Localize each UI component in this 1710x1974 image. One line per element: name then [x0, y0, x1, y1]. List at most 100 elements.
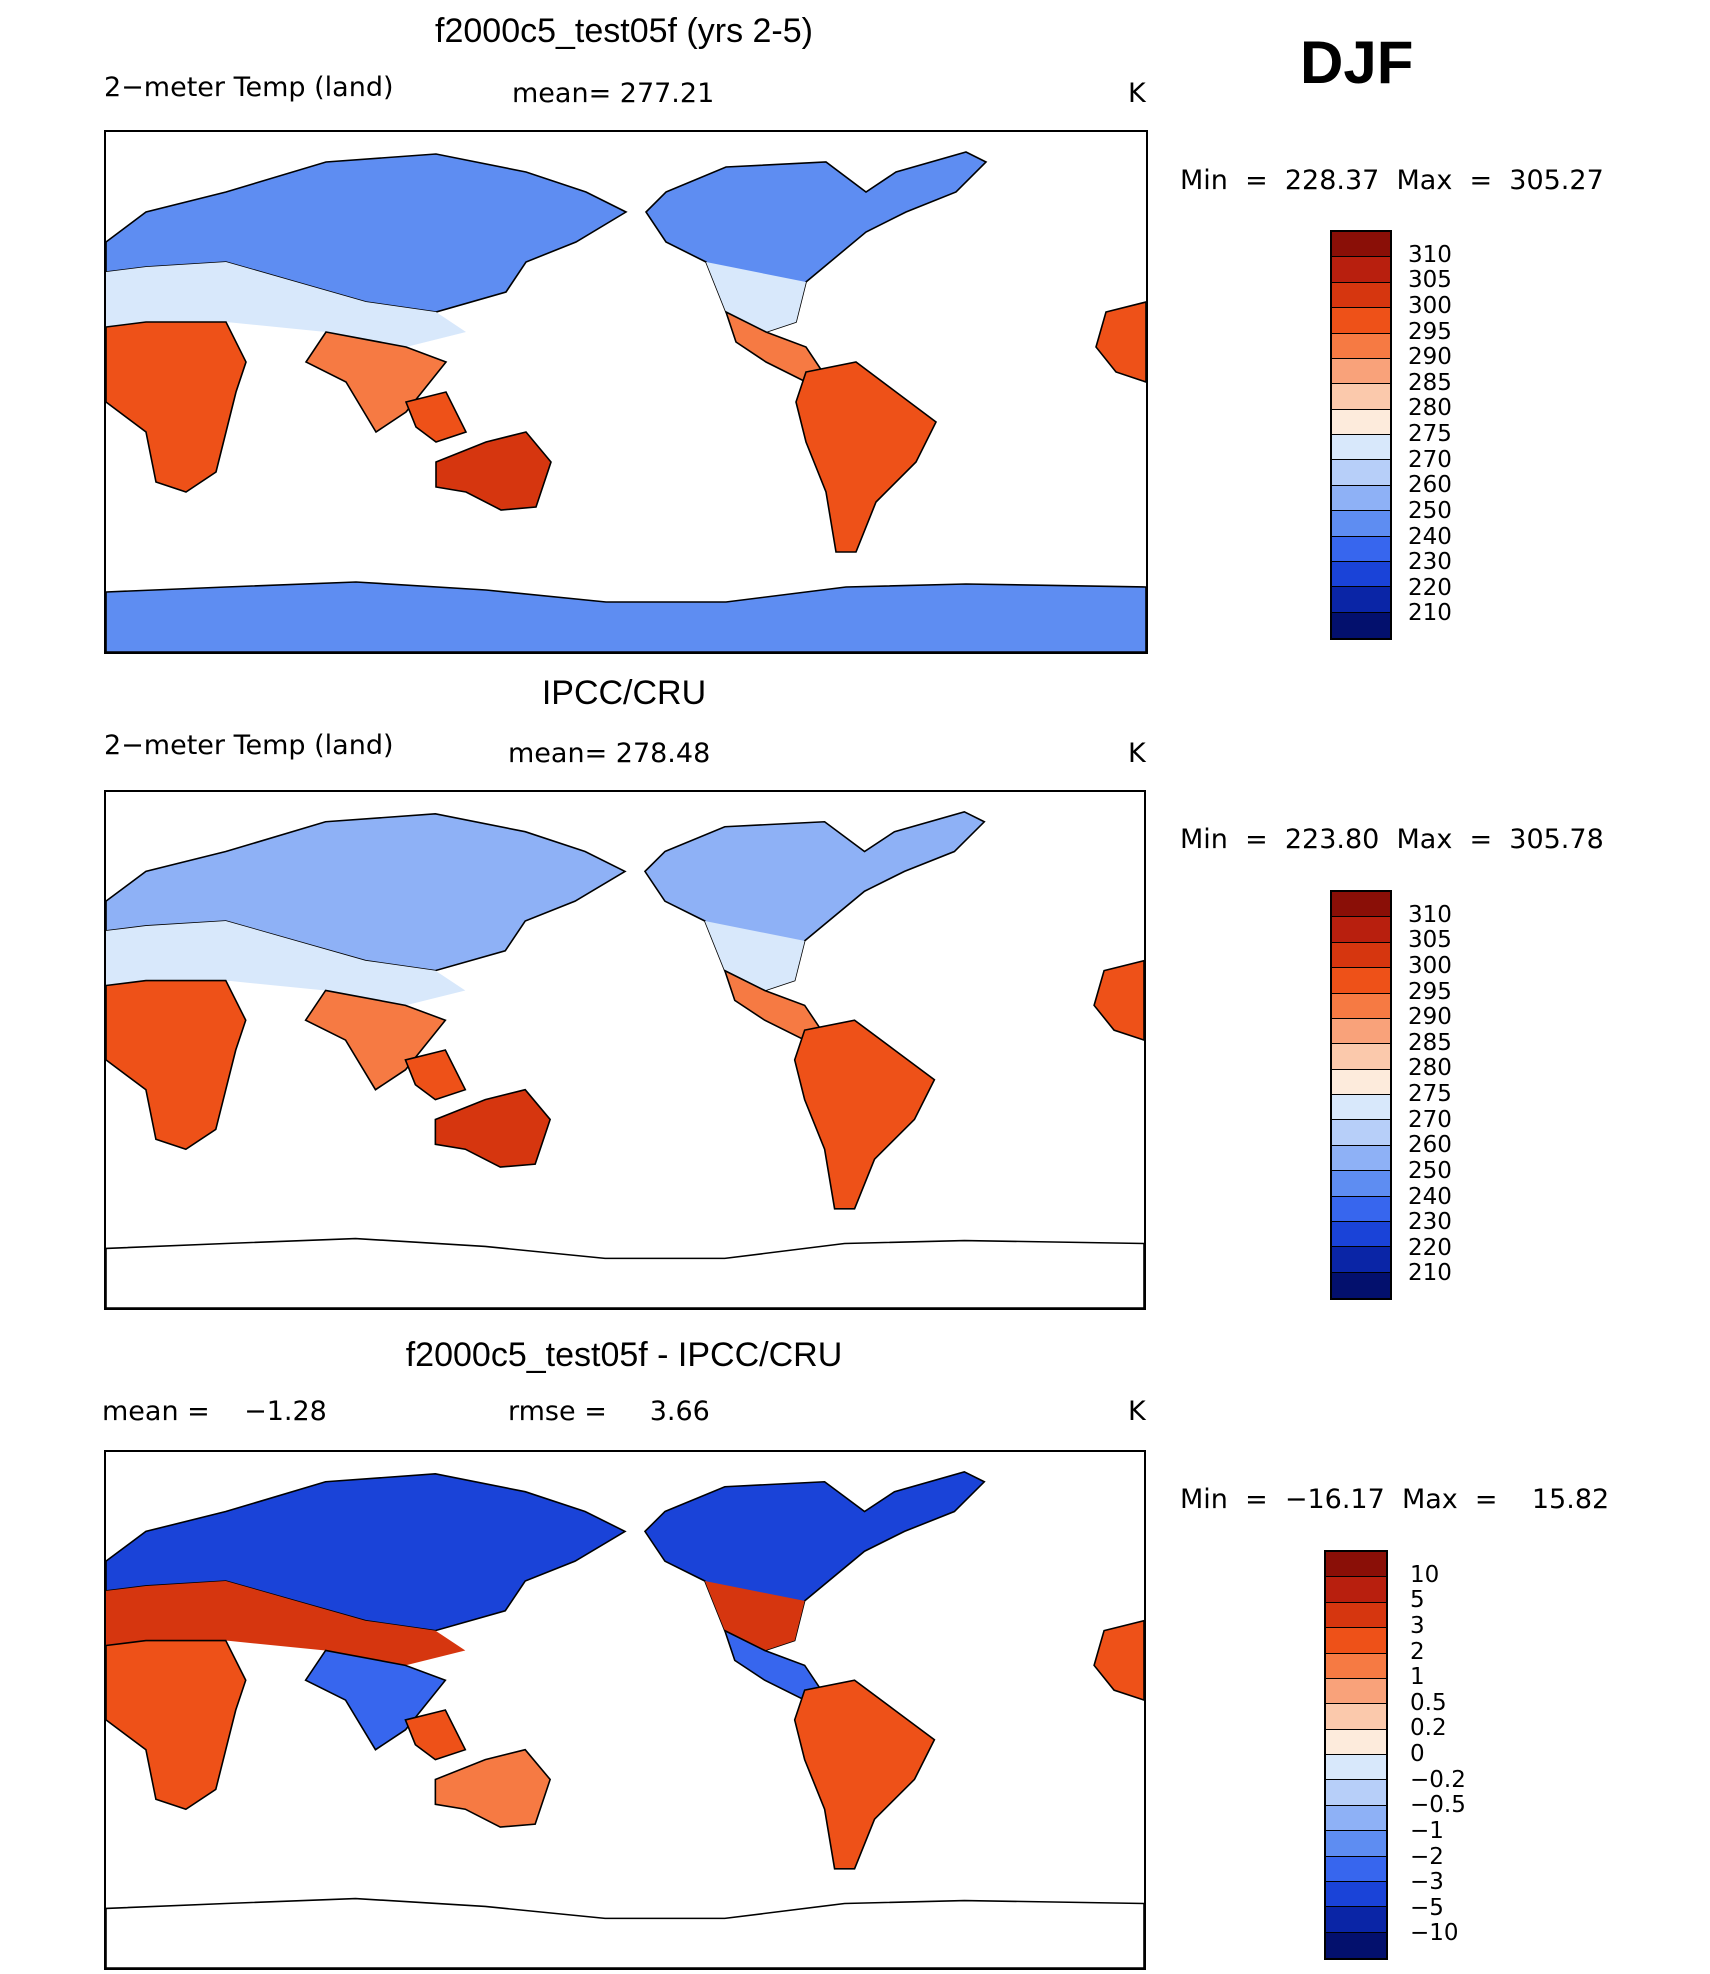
colorbar-swatch: [1332, 460, 1390, 486]
colorbar-swatch: [1332, 435, 1390, 461]
colorbar-tick-label: −5: [1410, 1894, 1444, 1921]
colorbar-tick-label: 310: [1408, 901, 1452, 928]
panel3-units-label: K: [1128, 1396, 1146, 1427]
colorbar-tick-label: 310: [1408, 241, 1452, 268]
panel2-minmax: Min = 223.80 Max = 305.78: [1180, 824, 1604, 855]
panel2-variable-label: 2−meter Temp (land): [104, 730, 394, 761]
colorbar-swatch: [1332, 917, 1390, 943]
colorbar-swatch: [1332, 358, 1390, 385]
colorbar-swatch: [1332, 333, 1390, 359]
panel2-title: IPCC/CRU: [541, 674, 707, 712]
panel1-variable-label: 2−meter Temp (land): [104, 72, 394, 103]
colorbar-swatch: [1326, 1932, 1386, 1958]
colorbar-swatch: [1332, 942, 1390, 969]
panel1-mean-label: mean= 277.21: [512, 78, 715, 109]
colorbar-tick-label: 300: [1408, 952, 1452, 979]
panel2-units-label: K: [1128, 738, 1146, 769]
colorbar-swatch: [1332, 1044, 1390, 1070]
colorbar-tick-label: 230: [1408, 1209, 1452, 1236]
colorbar-swatch: [1326, 1831, 1386, 1857]
colorbar-tick-label: 290: [1408, 1004, 1452, 1031]
colorbar-tick-label: 250: [1408, 1157, 1452, 1184]
colorbar-tick-label: 220: [1408, 574, 1452, 601]
colorbar-swatch: [1326, 1755, 1386, 1781]
eurasia-north: [106, 153, 628, 313]
colorbar-swatch: [1332, 1095, 1390, 1121]
eurasia-north: [106, 813, 627, 972]
colorbar-swatch: [1332, 511, 1390, 537]
colorbar-swatch: [1332, 1171, 1390, 1197]
colorbar-tick-label: 295: [1408, 978, 1452, 1005]
south-america: [793, 1679, 936, 1870]
colorbar-tick-label: 305: [1408, 927, 1452, 954]
colorbar-tick-label: 275: [1408, 421, 1452, 447]
colorbar-tick-label: −2: [1410, 1843, 1444, 1870]
colorbar-swatch: [1326, 1729, 1386, 1755]
australia: [435, 431, 552, 511]
colorbar-swatch: [1332, 1069, 1390, 1095]
colorbar-tick-label: 285: [1408, 369, 1452, 396]
colorbar-tick-label: 290: [1408, 344, 1452, 371]
colorbar-swatch: [1332, 232, 1390, 258]
north-america: [643, 810, 986, 992]
colorbar-swatch: [1326, 1881, 1386, 1908]
colorbar-tick-label: 230: [1408, 549, 1452, 576]
colorbar-tick-label: 270: [1408, 446, 1452, 473]
colorbar-swatch: [1332, 257, 1390, 283]
panel3-map: [104, 1450, 1146, 1970]
colorbar-tick-label: 220: [1408, 1234, 1452, 1261]
colorbar-tick-label: 270: [1408, 1106, 1452, 1133]
eurasia-mid: [106, 1581, 466, 1666]
panel1-minmax: Min = 228.37 Max = 305.27: [1180, 165, 1604, 196]
panel1-title: f2000c5_test05f (yrs 2-5): [435, 12, 813, 50]
colorbar-tick-label: 240: [1408, 523, 1452, 550]
eurasia-north: [106, 1473, 627, 1632]
colorbar-swatch: [1332, 993, 1390, 1019]
colorbar-tick-label: −3: [1410, 1869, 1444, 1896]
colorbar-swatch: [1332, 1196, 1390, 1222]
colorbar-tick-label: 275: [1408, 1081, 1452, 1107]
colorbar-tick-label: 3: [1410, 1612, 1425, 1639]
colorbar-tick-label: 210: [1408, 600, 1452, 627]
se-asia: [404, 391, 468, 443]
colorbar-swatch: [1332, 968, 1390, 994]
north-america: [643, 1470, 986, 1652]
colorbar-swatch: [1326, 1856, 1386, 1882]
se-asia: [404, 1709, 467, 1761]
north-america: [644, 151, 988, 333]
colorbar-swatch: [1332, 1120, 1390, 1146]
colorbar-swatch: [1326, 1628, 1386, 1654]
colorbar-tick-label: 0.5: [1410, 1689, 1447, 1716]
south-america: [795, 361, 938, 553]
colorbar-swatch: [1332, 384, 1390, 410]
panel2-map: [104, 790, 1146, 1310]
eurasia-mid: [106, 921, 466, 1006]
colorbar-swatch: [1326, 1907, 1386, 1933]
colorbar-tick-label: 260: [1408, 472, 1452, 499]
colorbar-tick-label: 260: [1408, 1132, 1452, 1159]
colorbar-swatch: [1326, 1678, 1386, 1705]
colorbar-swatch: [1326, 1704, 1386, 1730]
colorbar-swatch: [1332, 409, 1390, 435]
colorbar-swatch: [1332, 282, 1390, 309]
season-label: DJF: [1300, 29, 1414, 96]
antarctica: [106, 1897, 1144, 1968]
colorbar-tick-label: 280: [1408, 395, 1452, 422]
south-asia: [304, 989, 447, 1091]
colorbar-swatch: [1332, 1221, 1390, 1248]
se-asia: [404, 1049, 467, 1101]
panel3-rmse-label: rmse = 3.66: [508, 1396, 710, 1427]
panel2-colorbar: [1330, 890, 1392, 1300]
west-africa-edge: [1093, 1619, 1144, 1701]
colorbar-swatch: [1332, 561, 1390, 588]
colorbar-tick-label: 1: [1410, 1664, 1425, 1691]
colorbar-tick-label: 280: [1408, 1055, 1452, 1082]
colorbar-swatch: [1332, 1272, 1390, 1298]
colorbar-tick-label: 300: [1408, 292, 1452, 319]
colorbar-tick-label: 2: [1410, 1638, 1425, 1665]
colorbar-swatch: [1332, 308, 1390, 334]
colorbar-swatch: [1326, 1577, 1386, 1603]
africa: [106, 979, 247, 1151]
colorbar-swatch: [1332, 1247, 1390, 1273]
colorbar-tick-label: 5: [1410, 1587, 1425, 1614]
